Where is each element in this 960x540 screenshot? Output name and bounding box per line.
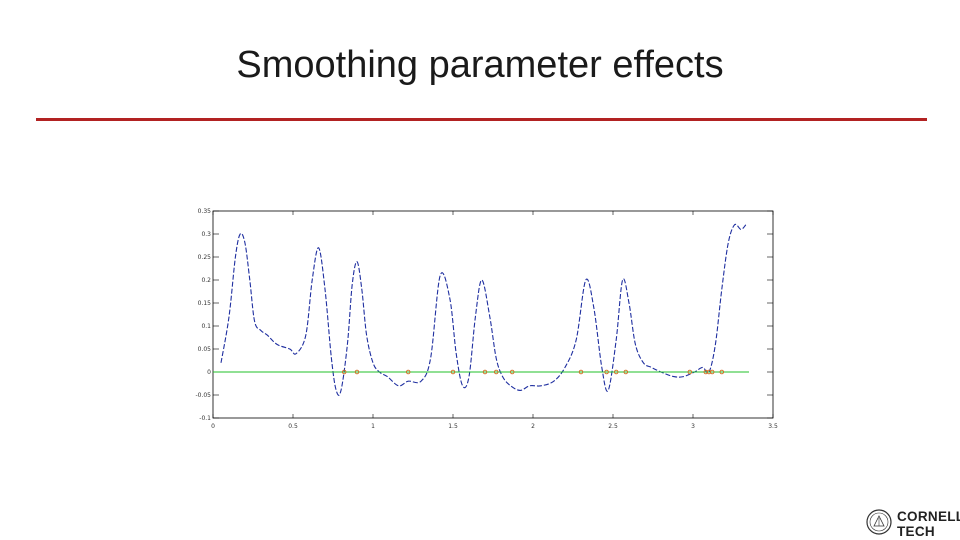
y-tick-label: -0.05 [195, 392, 211, 399]
zero-crossing-marker [623, 369, 629, 375]
cornell-seal-icon [866, 509, 892, 535]
x-tick-label: 3.5 [768, 423, 778, 430]
logo-wordmark: CORNELL TECH [897, 509, 960, 539]
y-tick-label: 0.15 [198, 300, 212, 307]
zero-crossing-marker [341, 369, 347, 375]
zero-crossing-marker [719, 369, 725, 375]
zero-crossing-marker [687, 369, 693, 375]
y-tick-label: 0.25 [198, 254, 212, 261]
y-tick-label: 0.3 [201, 231, 211, 238]
x-tick-label: 3 [691, 423, 695, 430]
logo-line-2: TECH [897, 524, 935, 539]
x-tick-label: 1 [371, 423, 375, 430]
smoothed-curve-series [220, 223, 747, 396]
y-tick-label: -0.1 [199, 415, 211, 422]
x-tick-label: 2 [531, 423, 535, 430]
plot-frame [212, 210, 774, 419]
series-layer [213, 223, 749, 396]
zero-crossing-marker [509, 369, 515, 375]
title-rule [36, 118, 927, 121]
axis-ticks: 0 0.5 1 1.5 2 2.5 3 3.5 -0.1 -0.05 0 0.05 0.1 0.15 0.2… [195, 208, 777, 430]
y-tick-label: 0.05 [198, 346, 212, 353]
cornell-tech-logo: CORNELL TECH [866, 508, 960, 540]
y-tick-label: 0 [207, 369, 211, 376]
marker-layer [341, 369, 725, 375]
zero-crossing-marker [405, 369, 411, 375]
x-tick-label: 1.5 [448, 423, 458, 430]
y-tick-label: 0.2 [201, 277, 211, 284]
zero-crossing-marker [354, 369, 360, 375]
y-tick-label: 0.1 [201, 323, 211, 330]
zero-crossing-marker [613, 369, 619, 375]
x-tick-label: 0 [211, 423, 215, 430]
y-tick-label: 0.35 [198, 208, 212, 215]
zero-crossing-marker [709, 369, 715, 375]
zero-crossing-marker [482, 369, 488, 375]
zero-crossing-marker [604, 369, 609, 375]
zero-crossing-marker [493, 369, 499, 375]
zero-crossing-marker [450, 369, 456, 375]
logo-line-1: CORNELL [897, 509, 960, 524]
zero-crossing-marker [578, 369, 584, 375]
slide-title: Smoothing parameter effects [236, 44, 724, 86]
x-tick-label: 0.5 [288, 423, 298, 430]
x-tick-label: 2.5 [608, 423, 618, 430]
